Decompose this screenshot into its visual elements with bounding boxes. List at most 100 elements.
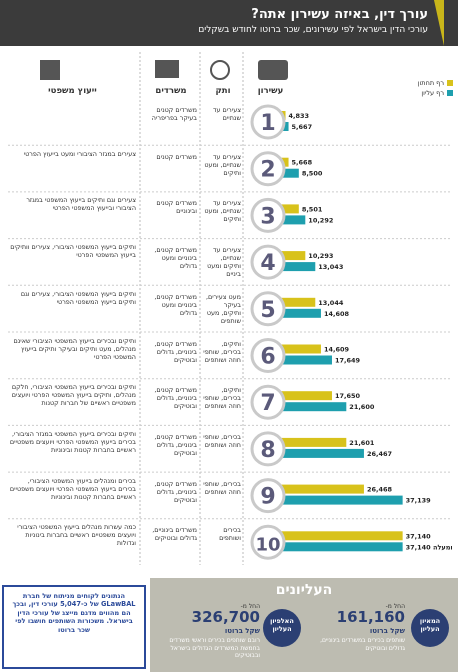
advice: כמה עשרות מנהלים בייעוץ המשפטי הציבורי ו… xyxy=(17,523,136,548)
decile-number: 5 xyxy=(260,298,275,323)
advice: ותיקים בייעוץ המשפטי הציבורי, צעירים וגם… xyxy=(20,289,136,306)
bar xyxy=(268,448,364,458)
decile-circle xyxy=(250,291,286,327)
value-label: 13,044 xyxy=(318,299,344,307)
bar xyxy=(268,262,316,272)
bar xyxy=(268,495,403,505)
amount: 161,160 xyxy=(336,608,405,626)
decile-circle xyxy=(250,338,286,373)
badge-label: המאיון העליון xyxy=(419,617,441,633)
legend-label: רף עליון xyxy=(421,89,444,97)
badge-label: האלפיון העליון xyxy=(270,617,294,633)
bar xyxy=(268,308,321,318)
bar xyxy=(268,531,403,541)
seniority: צעירים עד שנתיים, ותיקים ומעט ביניים xyxy=(207,246,241,279)
column-header: עשירון xyxy=(257,86,284,96)
advice: צעירים במגזר הציבורי ומעט בייעוץ הפרטי xyxy=(23,149,136,158)
value-label: 37,139 xyxy=(406,497,432,505)
decile-number: 6 xyxy=(260,345,275,370)
offices: משרדים קטנים, בינוניים, גדולים ובוטיקים xyxy=(154,386,197,411)
seniority: ותיקים, בכירים, שותפי חוזה ושותפים xyxy=(203,386,241,411)
top-panel xyxy=(150,578,458,672)
value-label: 5,668 xyxy=(292,159,313,167)
value-label: 14,609 xyxy=(324,346,350,354)
seniority: בכירים, שותפי חוזה ושותפים xyxy=(203,432,241,449)
decile-number: 7 xyxy=(260,391,275,416)
column-header: ותק xyxy=(215,86,231,96)
advice: בכירים ומנהלים בייעוץ המשפטי הציבורי, בכ… xyxy=(9,476,136,501)
group-text: שותפים בכירים במשרדים בינוניים, גדולים ו… xyxy=(320,637,405,652)
from-label: החל מ- xyxy=(385,603,405,610)
note: הנתונים לקוחים מניתוח של חברת GLawBAL של… xyxy=(12,592,136,634)
legend-swatch xyxy=(447,90,453,96)
legend-label: רף תחתון xyxy=(417,79,444,87)
wallet-icon xyxy=(258,60,288,80)
advice: ותיקים ובכירים בייעוץ המשפטי הציבורי, חל… xyxy=(11,383,136,408)
value-label: 26,468 xyxy=(367,486,393,494)
office-icon xyxy=(155,60,179,78)
decile-circle xyxy=(250,431,286,467)
offices: משרדים קטנים, בינוניים, גדולים ובוטיקים xyxy=(154,432,197,457)
column-header: משרדים xyxy=(155,86,187,96)
decile-number: 1 xyxy=(260,111,275,136)
badge xyxy=(411,609,449,647)
offices: משרדים קטנים xyxy=(156,152,197,161)
header-accent xyxy=(434,0,444,46)
value-label: 17,650 xyxy=(335,392,361,400)
badge xyxy=(263,609,301,647)
bar xyxy=(268,391,332,401)
value-label: 21,601 xyxy=(349,439,375,447)
decile-number: 2 xyxy=(260,158,275,183)
advice: צעירים וגם ותיקים בייעוץ המשפטי במגזר הצ… xyxy=(26,196,136,213)
offices: משרדים קטנים, בינוניים ומעט גדולים xyxy=(154,292,197,317)
bar xyxy=(268,437,347,447)
decile-number: 4 xyxy=(260,251,275,276)
value-label: 14,608 xyxy=(324,310,350,318)
unit: שקל ברוטו xyxy=(224,627,260,635)
value-label: 13,043 xyxy=(318,263,343,271)
bar xyxy=(268,484,364,494)
bar xyxy=(268,344,321,354)
group-text: רובם שותפים בכירים וראשי משרדים בחמשת המ… xyxy=(169,637,260,659)
advice: ותיקים בייעוץ המשפטי הציבורי, צעירים וות… xyxy=(10,243,136,260)
value-label: 26,467 xyxy=(367,450,392,458)
seniority: צעירים עד שנתיים, ומעט ותיקים xyxy=(204,199,241,224)
offices: משרדים קטנים ובינוניים xyxy=(156,199,197,216)
decile-circle xyxy=(250,524,286,560)
decile-circle xyxy=(250,244,286,280)
value-label: 17,649 xyxy=(335,357,361,365)
advice-icon xyxy=(40,60,60,80)
decile-circle xyxy=(250,384,286,420)
decile-circle xyxy=(250,151,286,187)
bar xyxy=(268,251,306,261)
from-label: החל מ- xyxy=(240,603,260,610)
seniority: ותיקים, בכירים, שותפי חוזה ושותפים xyxy=(203,339,241,364)
bar xyxy=(268,542,403,552)
value-label: 4,833 xyxy=(289,112,310,120)
value-label: 37,140 ומעלה xyxy=(406,543,453,551)
decile-circle xyxy=(250,478,286,514)
seniority: בכירים, שותפי חוזה ושותפים xyxy=(203,479,241,496)
value-label: 10,292 xyxy=(308,216,333,224)
note-box xyxy=(2,585,146,669)
decile-number: 3 xyxy=(260,204,275,229)
offices: משרדים בינוניים, גדולים ובוטיקים xyxy=(152,526,197,543)
amount: 326,700 xyxy=(191,608,260,626)
decile-number: 10 xyxy=(255,534,280,555)
title: עורך דין, באיזה עשירון אתה? xyxy=(251,7,428,22)
advice: ותיקים ובכירים בייעוץ המשפטי הציבורי שאי… xyxy=(13,336,137,361)
seniority: צעירים עד שנתיים, ומעט ותיקים xyxy=(204,152,241,177)
offices: משרדים קטנים, בינוניים ומעט גדולים xyxy=(154,246,197,271)
value-label: 8,500 xyxy=(302,170,323,178)
decile-circle xyxy=(250,197,286,233)
value-label: 10,293 xyxy=(308,252,333,260)
bar xyxy=(268,297,316,307)
value-label: 8,501 xyxy=(302,205,323,213)
value-label: 37,140 xyxy=(406,532,432,540)
decile-circle xyxy=(250,104,286,140)
offices: משרדים קטנים, בינוניים, גדולים ובוטיקים xyxy=(154,479,197,504)
legend-swatch xyxy=(447,80,453,86)
subtitle: עורכי הדין בישראל לפי עשירונים, שכר ברוט… xyxy=(198,25,428,35)
